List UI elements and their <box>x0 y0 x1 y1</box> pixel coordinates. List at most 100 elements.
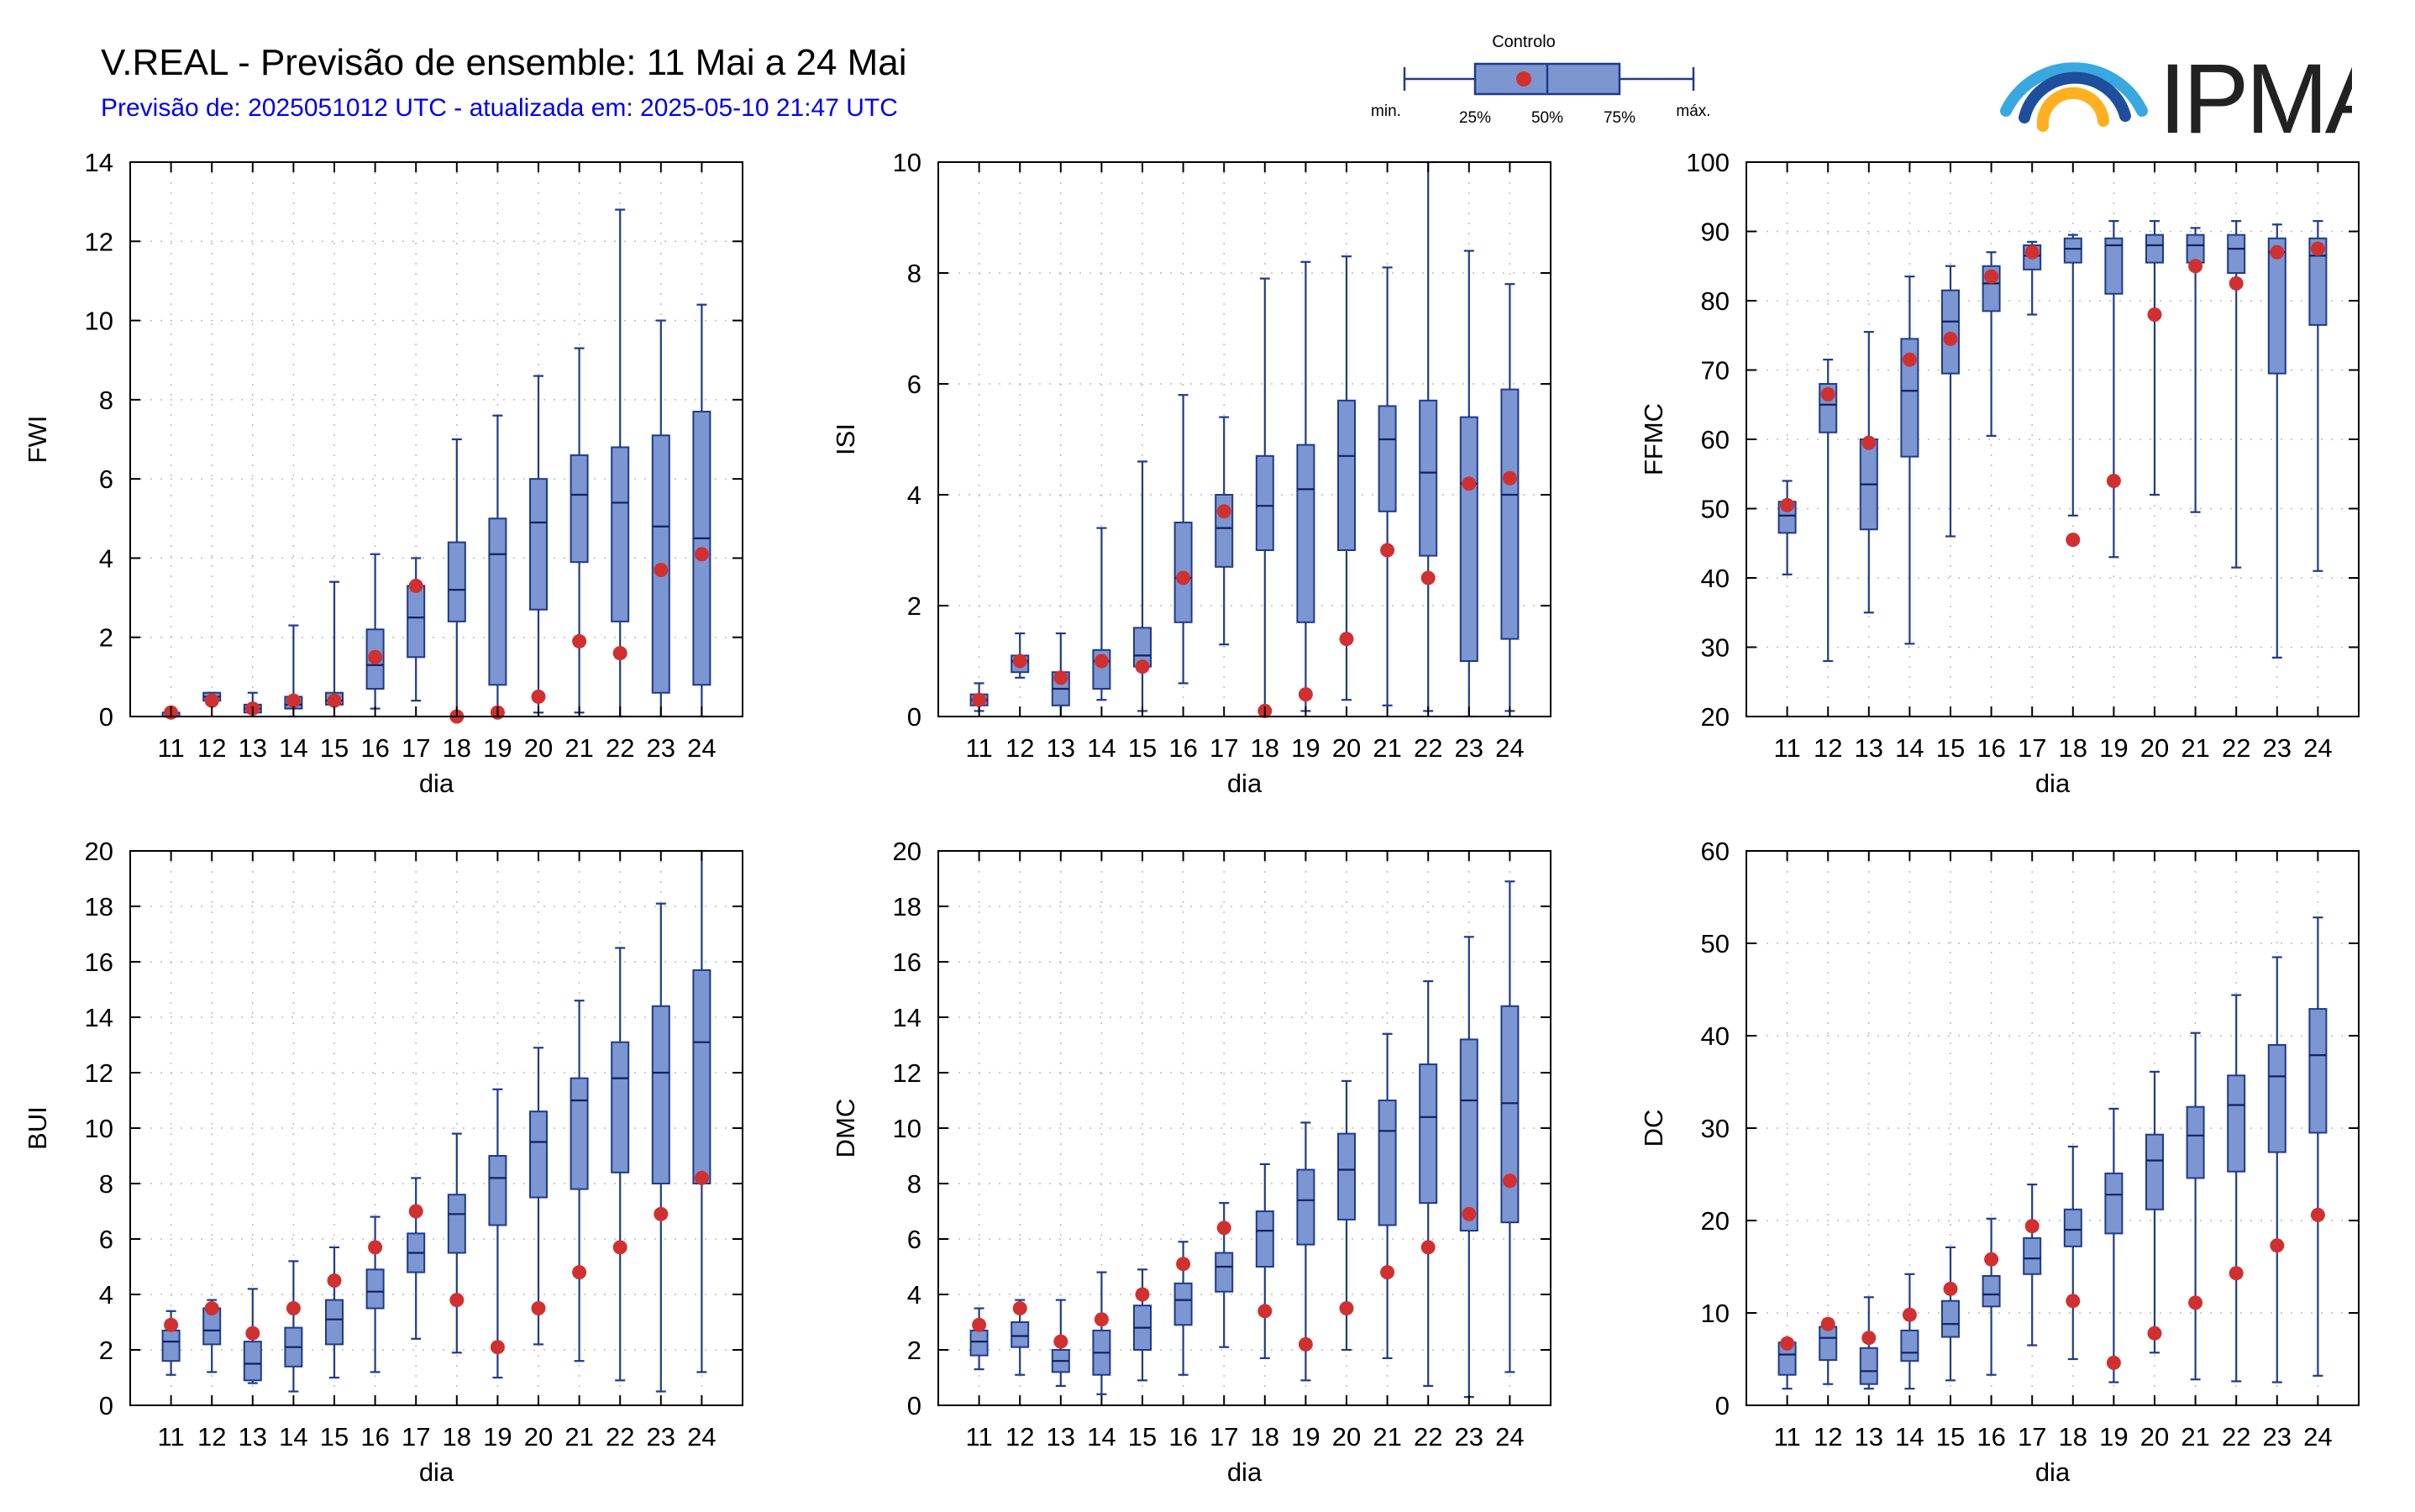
x-tick-label: 15 <box>1128 733 1157 763</box>
x-tick-label: 17 <box>1210 733 1238 763</box>
page-title: V.REAL - Previsão de ensemble: 11 Mai a … <box>101 42 907 83</box>
box-dc-15 <box>1941 1246 1960 1382</box>
box-isi-18 <box>1255 277 1274 718</box>
x-tick-label: 23 <box>2263 1422 2292 1452</box>
y-tick-label: 6 <box>99 465 113 494</box>
box-ffmc-20 <box>2145 220 2164 496</box>
box-iqr <box>611 1041 630 1173</box>
x-tick-label: 13 <box>239 1422 267 1452</box>
y-axis-label: DC <box>1639 1110 1668 1147</box>
x-tick-label: 21 <box>1373 733 1401 763</box>
box-iqr <box>1255 1210 1274 1268</box>
y-tick-label: 20 <box>1701 1206 1730 1236</box>
control-point <box>572 1265 587 1280</box>
box-dmc-11 <box>969 1307 989 1371</box>
y-tick-label: 12 <box>893 1058 921 1088</box>
y-axis-label: DMC <box>831 1099 860 1158</box>
y-tick-label: 30 <box>1701 1114 1730 1143</box>
box-bui-24 <box>692 849 711 1373</box>
x-tick-label: 15 <box>1128 1422 1157 1452</box>
y-tick-label: 0 <box>907 1391 921 1420</box>
x-tick-label: 22 <box>1414 733 1442 763</box>
x-tick-label: 17 <box>2018 733 2046 763</box>
box-ffmc-23 <box>2267 223 2286 659</box>
control-point <box>572 633 587 648</box>
control-point <box>1339 1301 1354 1315</box>
box-ffmc-11 <box>1777 480 1797 575</box>
x-tick-label: 23 <box>2263 733 2292 763</box>
legend-label-q3: 75% <box>1604 109 1635 127</box>
box-ffmc-19 <box>2104 220 2124 559</box>
box-isi-11 <box>969 682 989 712</box>
box-dc-17 <box>2023 1183 2042 1347</box>
x-tick-label: 16 <box>360 733 389 763</box>
x-tick-label: 24 <box>2303 733 2332 763</box>
box-iqr <box>407 585 426 659</box>
legend-label-max: máx. <box>1676 102 1710 120</box>
x-tick-label: 18 <box>1251 733 1279 763</box>
box-bui-18 <box>447 1132 466 1354</box>
y-tick-label: 30 <box>1701 633 1730 663</box>
box-bui-12 <box>202 1299 222 1373</box>
control-point <box>1902 1307 1917 1322</box>
box-dmc-24 <box>1500 880 1520 1373</box>
control-point <box>1820 1316 1835 1331</box>
y-tick-label: 10 <box>893 1114 921 1143</box>
x-tick-label: 20 <box>524 733 553 763</box>
box-isi-13 <box>1051 632 1070 718</box>
x-tick-label: 19 <box>483 1422 512 1452</box>
x-tick-label: 14 <box>279 1422 307 1452</box>
y-tick-label: 2 <box>99 1336 113 1365</box>
x-tick-label: 20 <box>1332 733 1361 763</box>
box-isi-16 <box>1173 394 1193 685</box>
control-point <box>531 689 546 704</box>
control-point <box>1257 1304 1273 1319</box>
control-point <box>2024 1219 2040 1234</box>
x-tick-label: 12 <box>197 1422 226 1452</box>
y-tick-label: 10 <box>85 1114 113 1143</box>
y-tick-label: 4 <box>907 480 921 510</box>
control-point <box>612 646 627 661</box>
y-tick-label: 70 <box>1701 356 1730 386</box>
y-tick-label: 20 <box>85 837 113 866</box>
control-point <box>2310 1207 2325 1222</box>
box-bui-13 <box>243 1288 262 1384</box>
control-point <box>1502 1173 1517 1189</box>
control-point <box>1943 331 1958 346</box>
box-bui-20 <box>529 1047 548 1346</box>
box-dmc-14 <box>1092 1271 1111 1395</box>
control-point <box>612 1240 627 1255</box>
box-iqr <box>1459 416 1478 662</box>
box-isi-20 <box>1337 255 1356 701</box>
y-tick-label: 6 <box>907 370 921 399</box>
x-axis-label: dia <box>2035 1457 2071 1487</box>
y-tick-label: 12 <box>85 227 113 256</box>
box-iqr <box>529 478 548 611</box>
x-tick-label: 23 <box>1455 733 1483 763</box>
x-tick-label: 20 <box>524 1422 553 1452</box>
x-tick-label: 12 <box>1814 1422 1842 1452</box>
box-iqr <box>488 517 507 686</box>
y-tick-label: 40 <box>1701 564 1730 593</box>
box-iqr <box>161 1329 181 1362</box>
box-iqr <box>1173 1282 1193 1326</box>
box-fwi-14 <box>284 624 303 718</box>
x-tick-label: 16 <box>1168 733 1197 763</box>
x-tick-label: 11 <box>1774 1422 1801 1452</box>
control-point <box>1176 570 1191 585</box>
x-tick-label: 12 <box>1005 1422 1034 1452</box>
box-dc-18 <box>2063 1145 2082 1361</box>
control-point <box>2066 533 2081 548</box>
box-fwi-23 <box>651 319 670 718</box>
y-tick-label: 100 <box>1686 148 1730 177</box>
box-fwi-24 <box>692 303 711 718</box>
y-axis-label: FWI <box>23 416 52 464</box>
x-tick-label: 12 <box>197 733 226 763</box>
x-tick-label: 15 <box>320 733 349 763</box>
x-tick-label: 13 <box>239 733 267 763</box>
x-tick-label: 20 <box>2140 1422 2169 1452</box>
x-tick-label: 14 <box>1895 1422 1924 1452</box>
control-point <box>368 649 383 664</box>
control-point <box>2147 1326 2162 1341</box>
